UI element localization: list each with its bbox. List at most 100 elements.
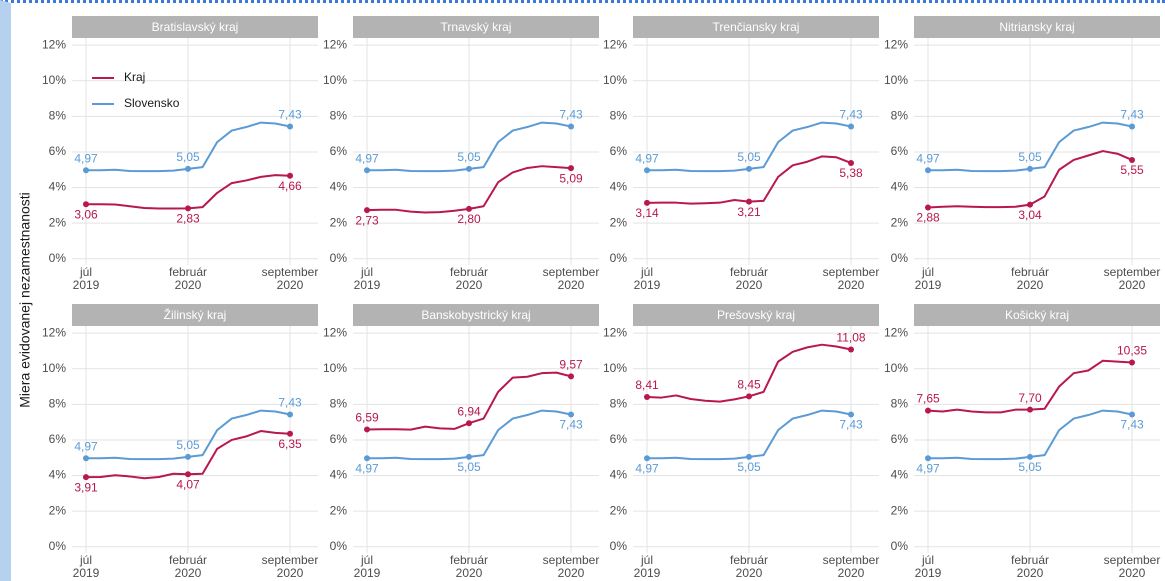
y-tick-label: 2% — [610, 215, 628, 229]
data-point — [364, 455, 370, 462]
data-point — [287, 123, 293, 130]
x-tick-label: júl 2019 — [353, 265, 381, 292]
strip — [353, 304, 599, 326]
data-point — [746, 453, 752, 460]
data-point — [1129, 359, 1135, 366]
y-tick-label: 10% — [884, 361, 908, 375]
data-point — [364, 207, 370, 214]
value-label: 2,80 — [457, 212, 481, 226]
value-label: 6,59 — [355, 411, 379, 425]
value-label: 5,05 — [737, 460, 761, 474]
data-point — [185, 453, 191, 460]
y-tick-label: 0% — [330, 539, 348, 553]
x-tick-label: september 2020 — [822, 553, 880, 580]
y-axis-label: Miera evidovanej nezamestnanosti — [17, 192, 33, 408]
y-tick-label: 8% — [49, 109, 67, 123]
data-point — [925, 455, 931, 462]
y-tick-label: 6% — [610, 432, 628, 446]
data-point — [185, 205, 191, 212]
value-label: 7,70 — [1018, 391, 1042, 405]
y-tick-label: 6% — [330, 144, 348, 158]
value-label: 7,43 — [559, 108, 583, 122]
value-label: 4,97 — [916, 461, 940, 475]
y-tick-label: 10% — [323, 73, 347, 87]
value-label: 3,14 — [635, 206, 659, 220]
y-tick-label: 12% — [42, 325, 66, 339]
value-label: 3,04 — [1018, 208, 1042, 222]
data-point — [466, 165, 472, 172]
strip — [914, 16, 1160, 38]
x-tick-label: február 2020 — [1010, 265, 1050, 292]
data-point — [925, 407, 931, 414]
value-label: 5,05 — [457, 460, 481, 474]
data-point — [83, 474, 89, 481]
value-label: 10,35 — [1117, 344, 1147, 358]
value-label: 5,05 — [176, 150, 200, 164]
legend-label: Slovensko — [124, 96, 180, 110]
value-label: 4,97 — [916, 151, 940, 165]
data-point — [1129, 156, 1135, 163]
y-tick-label: 10% — [323, 361, 347, 375]
x-tick-label: júl 2019 — [633, 553, 661, 580]
y-tick-label: 8% — [891, 397, 909, 411]
panel-title: Košický kraj — [1005, 308, 1069, 322]
value-label: 6,94 — [457, 404, 481, 418]
y-tick-label: 12% — [884, 325, 908, 339]
data-point — [287, 430, 293, 437]
y-tick-label: 12% — [323, 37, 347, 51]
data-point — [364, 426, 370, 433]
x-tick-label: september 2020 — [542, 265, 600, 292]
data-point — [185, 165, 191, 172]
y-tick-label: 2% — [891, 215, 909, 229]
y-tick-label: 0% — [330, 251, 348, 265]
x-tick-label: február 2020 — [729, 553, 769, 580]
data-point — [746, 198, 752, 205]
value-label: 7,65 — [916, 392, 940, 406]
x-tick-label: júl 2019 — [72, 553, 100, 580]
y-tick-label: 4% — [891, 180, 909, 194]
panel-title: Bratislavský kraj — [152, 20, 239, 34]
y-tick-label: 0% — [49, 251, 67, 265]
value-label: 7,43 — [839, 108, 863, 122]
y-tick-label: 0% — [610, 539, 628, 553]
data-point — [1027, 406, 1033, 413]
value-label: 3,91 — [74, 480, 98, 494]
x-tick-label: február 2020 — [449, 265, 489, 292]
x-tick-label: júl 2019 — [72, 265, 100, 292]
y-tick-label: 4% — [330, 180, 348, 194]
y-tick-label: 8% — [610, 397, 628, 411]
x-tick-label: február 2020 — [168, 553, 208, 580]
y-tick-label: 6% — [49, 144, 67, 158]
y-tick-label: 4% — [49, 180, 67, 194]
y-tick-label: 2% — [49, 503, 67, 517]
y-tick-label: 2% — [610, 503, 628, 517]
value-label: 7,43 — [1120, 418, 1144, 432]
y-tick-label: 10% — [42, 361, 66, 375]
data-point — [1129, 123, 1135, 130]
value-label: 4,97 — [74, 439, 98, 453]
x-tick-label: február 2020 — [449, 553, 489, 580]
y-tick-label: 4% — [610, 468, 628, 482]
y-tick-label: 12% — [42, 37, 66, 51]
y-tick-label: 10% — [42, 73, 66, 87]
value-label: 7,43 — [839, 418, 863, 432]
strip — [353, 16, 599, 38]
value-label: 4,97 — [635, 151, 659, 165]
data-point — [287, 172, 293, 179]
data-point — [644, 199, 650, 206]
y-tick-label: 4% — [610, 180, 628, 194]
data-point — [1027, 201, 1033, 208]
y-tick-label: 6% — [610, 144, 628, 158]
data-point — [1027, 453, 1033, 460]
value-label: 5,05 — [737, 150, 761, 164]
value-label: 7,43 — [278, 396, 302, 410]
data-point — [83, 455, 89, 462]
y-tick-label: 8% — [330, 397, 348, 411]
data-point — [83, 167, 89, 174]
x-tick-label: február 2020 — [1010, 553, 1050, 580]
strip — [914, 304, 1160, 326]
value-label: 5,05 — [176, 438, 200, 452]
value-label: 5,05 — [1018, 150, 1042, 164]
data-point — [746, 165, 752, 172]
